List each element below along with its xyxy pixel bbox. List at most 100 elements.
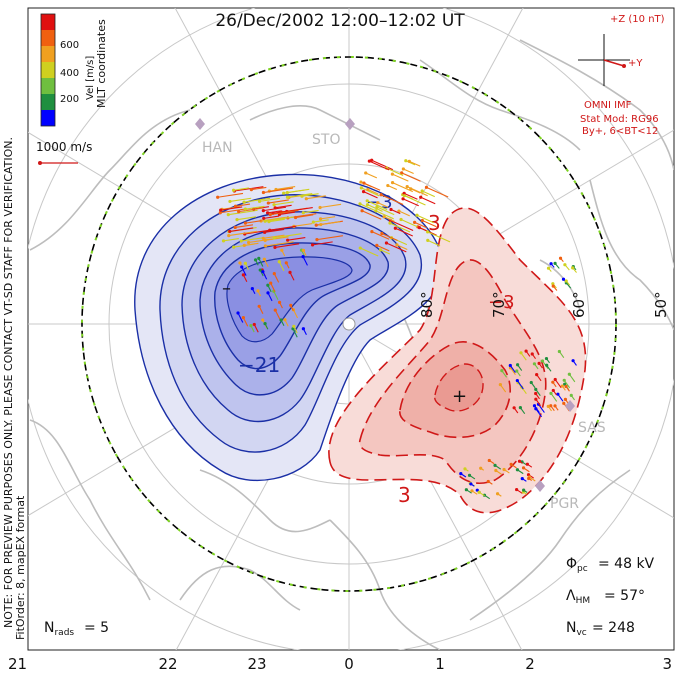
velocity-vector xyxy=(302,256,308,266)
velocity-vector xyxy=(563,379,571,389)
velocity-vector xyxy=(367,200,388,211)
velocity-vector xyxy=(371,231,390,240)
velocity-vector xyxy=(530,382,536,389)
velocity-vector xyxy=(244,263,249,270)
imf-clock: +Z (10 nT) +Y OMNI IMF Stat Mod: RG96 By… xyxy=(578,14,665,137)
mlt-tick-3: 3 xyxy=(662,655,672,673)
velocity-vector xyxy=(293,223,313,227)
velocity-vector xyxy=(426,186,449,198)
velocity-vector xyxy=(503,469,510,474)
velocity-vector xyxy=(301,249,306,257)
velocity-vector xyxy=(400,218,418,228)
side-note: NOTE: FOR PREVIEW PURPOSES ONLY. PLEASE … xyxy=(2,137,27,640)
velocity-vector xyxy=(527,463,533,468)
velocity-vector xyxy=(263,187,294,194)
velocity-vector xyxy=(565,386,570,392)
velocity-vector xyxy=(262,271,268,280)
velocity-vector xyxy=(519,460,523,464)
velocity-vector xyxy=(495,470,502,475)
vector-origin xyxy=(242,200,246,204)
velocity-vector xyxy=(363,182,381,191)
mlt-tick-22: 22 xyxy=(158,655,177,673)
velocity-vector xyxy=(258,258,264,267)
velocity-vector xyxy=(257,290,262,297)
velocity-vector xyxy=(420,196,436,205)
velocity-vector xyxy=(295,214,314,219)
velocity-vector xyxy=(519,407,526,415)
velocity-vector xyxy=(285,262,290,269)
velocity-vector xyxy=(263,215,280,219)
velocity-vector xyxy=(536,374,542,382)
coordinate-system-label: MLT coordinates xyxy=(95,19,108,108)
velocity-vector xyxy=(538,363,543,369)
velocity-vector xyxy=(516,489,523,494)
velocity-vector xyxy=(274,309,281,320)
velocity-vector xyxy=(561,385,566,391)
velocity-vector xyxy=(383,216,395,222)
velocity-vector xyxy=(392,173,409,182)
velocity-vector xyxy=(235,203,251,207)
velocity-vector xyxy=(401,172,421,182)
velocity-vector xyxy=(292,309,299,319)
velocity-vector xyxy=(471,490,478,495)
velocity-vector xyxy=(376,244,390,252)
mlt-tick-0: 0 xyxy=(344,655,354,673)
velocity-vector xyxy=(464,468,469,472)
velocity-vector xyxy=(554,379,562,389)
velocity-vector xyxy=(402,198,419,207)
velocity-vector xyxy=(535,389,541,397)
velocity-vector xyxy=(460,473,467,478)
velocity-vector xyxy=(280,319,285,327)
velocity-vector xyxy=(265,216,294,222)
velocity-vector xyxy=(565,280,571,286)
positive-contour-label-a: 3 xyxy=(428,211,441,235)
velocity-vector xyxy=(389,222,411,233)
velocity-vector xyxy=(229,197,252,202)
imf-condition: By+, 6<BT<12 xyxy=(582,126,658,137)
velocity-vector xyxy=(404,195,426,206)
velocity-vector xyxy=(243,197,271,203)
velocity-vector xyxy=(242,274,248,282)
velocity-vector xyxy=(248,238,273,244)
velocity-vector xyxy=(244,242,259,246)
phi-pc-value: = 48 kV xyxy=(598,556,655,572)
latitude-labels: 80° 70° 60° 50° xyxy=(418,291,670,318)
velocity-vector xyxy=(367,204,383,212)
reference-vector-label: 1000 m/s xyxy=(36,140,92,154)
velocity-vector xyxy=(520,352,527,361)
velocity-vector xyxy=(363,191,378,199)
velocity-vector xyxy=(509,365,516,373)
velocity-vector xyxy=(320,221,341,226)
velocity-vector xyxy=(550,405,555,412)
velocity-vector xyxy=(258,306,264,315)
vector-origin xyxy=(221,239,226,243)
velocity-vector xyxy=(320,216,336,220)
velocity-vector xyxy=(290,305,294,311)
velocity-vector xyxy=(259,197,280,202)
velocity-vector xyxy=(245,205,265,210)
velocity-vector xyxy=(494,464,502,470)
velocity-vector xyxy=(263,258,269,268)
lambda-hm-value: = 57° xyxy=(604,588,645,604)
velocity-vector xyxy=(251,288,256,295)
velocity-vector xyxy=(360,247,379,257)
velocity-vector xyxy=(278,261,285,272)
velocity-vector xyxy=(267,292,273,302)
velocity-vector xyxy=(386,167,404,176)
velocity-vector xyxy=(414,221,427,229)
velocity-vector xyxy=(552,285,558,291)
velocity-colorbar: 600 400 200 Vel [m/s] MLT coordinates xyxy=(40,13,108,127)
colorbar-tick-600: 600 xyxy=(60,40,79,51)
velocity-vector xyxy=(478,491,485,497)
n-rads-symbol: Nrads xyxy=(44,620,74,638)
velocity-vector xyxy=(427,231,451,243)
velocity-vector xyxy=(554,405,559,411)
velocity-vector xyxy=(273,273,280,283)
velocity-vector xyxy=(521,478,527,482)
velocity-vector xyxy=(220,208,246,214)
lat-label-50: 50° xyxy=(652,291,670,318)
velocity-vector xyxy=(560,257,564,263)
velocity-vector xyxy=(398,210,410,217)
velocity-vector xyxy=(535,398,542,407)
